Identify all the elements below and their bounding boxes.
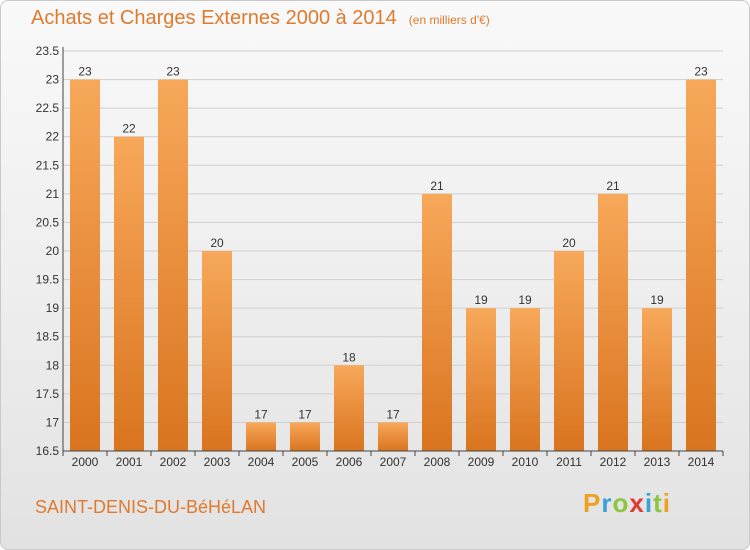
x-tick-label: 2011 [556,455,582,469]
x-tick-label: 2009 [468,455,495,469]
chart-title: Achats et Charges Externes 2000 à 2014 (e… [31,7,490,30]
y-tick-label: 22 [46,130,60,144]
logo-letter: P [583,488,602,518]
data-label: 23 [694,65,708,79]
y-tick-label: 19 [46,301,60,315]
x-tick-label: 2010 [512,455,539,469]
x-tick-label: 2008 [424,455,451,469]
bar-2009 [466,308,496,451]
x-tick-label: 2012 [600,455,627,469]
title-text: Achats et Charges Externes 2000 à 2014 [31,7,397,29]
y-tick-label: 23 [46,73,60,87]
logo-letter: x [629,488,645,518]
logo-letter: i [644,488,654,518]
y-tick-label: 18 [46,358,60,372]
bar-2001 [114,136,144,451]
bar-2011 [554,251,584,451]
y-tick-label: 20 [46,244,60,258]
logo-letter: r [601,488,613,518]
bar-2002 [158,79,188,452]
x-tick-label: 2006 [336,455,363,469]
proxiti-logo: Proxiti [583,488,671,519]
data-label: 17 [298,407,312,421]
x-tick-label: 2013 [644,455,671,469]
bar-2005 [290,422,320,451]
bar-2012 [598,193,628,451]
data-label: 20 [562,236,576,250]
data-label: 17 [254,407,268,421]
y-tick-label: 23.5 [36,44,60,58]
x-tick-label: 2005 [292,455,319,469]
bar-2004 [246,422,276,451]
logo-letter: t [653,488,663,518]
data-label: 19 [518,293,532,307]
y-tick-label: 17.5 [36,387,60,401]
data-label: 18 [342,350,356,364]
bar-2008 [422,193,452,451]
y-tick-label: 19.5 [36,273,60,287]
data-label: 21 [606,179,620,193]
bar-2014 [686,79,716,452]
bar-2003 [202,251,232,451]
logo-letter: o [612,488,630,518]
y-tick-label: 17 [46,415,60,429]
bar-2007 [378,422,408,451]
y-tick-label: 22.5 [36,101,60,115]
y-tick-label: 21 [46,187,60,201]
chart-subtitle: (en milliers d'€) [408,13,490,27]
y-tick-label: 20.5 [36,215,60,229]
logo-letter: i [662,488,671,518]
data-label: 19 [474,293,488,307]
x-tick-label: 2004 [248,455,275,469]
data-label: 23 [166,65,180,79]
axis-layer: 16.5 17 17.5 18 18.5 19 19.5 20 20.5 21 21.5 22 22.5… [36,44,724,469]
bar-2000 [70,79,100,452]
x-tick-label: 2014 [688,455,715,469]
y-tick-label: 21.5 [36,158,60,172]
bar-2006 [334,365,364,451]
x-tick-label: 2001 [116,455,143,469]
x-tick-label: 2007 [380,455,407,469]
commune-name: SAINT-DENIS-DU-BéHéLAN [35,497,267,517]
y-tick-label: 18.5 [36,330,60,344]
bar-2013 [642,308,672,451]
data-label: 23 [78,65,92,79]
bar-2010 [510,308,540,451]
data-label: 19 [650,293,664,307]
bar-layer: 23 22 23 20 17 17 18 17 21 19 19 20 21 19 23 [70,65,716,452]
x-tick-label: 2003 [204,455,231,469]
data-label: 20 [210,236,224,250]
data-label: 21 [430,179,444,193]
y-tick-label: 16.5 [36,444,60,458]
x-tick-label: 2002 [160,455,187,469]
x-tick-label: 2000 [72,455,99,469]
data-label: 22 [122,122,136,136]
data-label: 17 [386,407,400,421]
